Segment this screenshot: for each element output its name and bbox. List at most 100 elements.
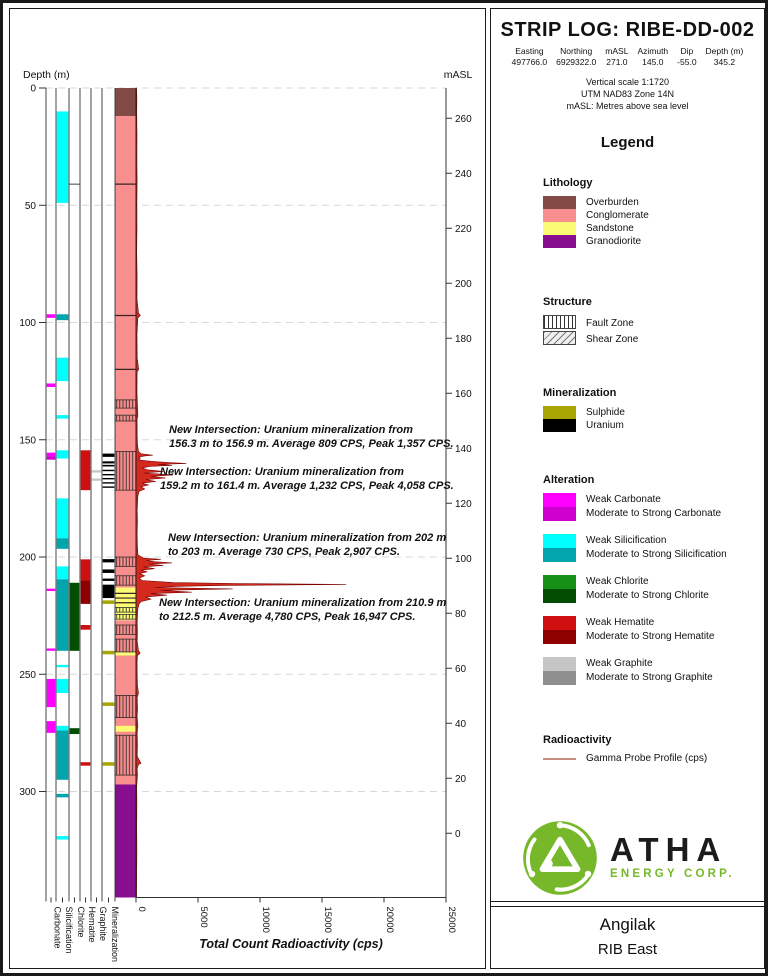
title-block: STRIP LOG: RIBE-DD-002 Easting 497766.0 No…	[491, 9, 764, 112]
mineralization-swatch	[543, 406, 576, 420]
legend-lithology-section: Lithology Overburden Conglomerate Sandston…	[543, 177, 754, 249]
field-value: 497766.0	[511, 57, 548, 68]
legend-item-sulphide: Sulphide	[543, 406, 754, 420]
collar-field: Easting 497766.0	[512, 46, 547, 69]
field-value: 145.0	[642, 57, 664, 68]
strong-label: Moderate to Strong Carbonate	[586, 508, 722, 520]
weak-label: Weak Hematite	[586, 617, 655, 629]
weak-label: Weak Carbonate	[586, 494, 661, 506]
field-value: -55.0	[677, 57, 697, 68]
collar-field: Azimuth 145.0	[637, 46, 668, 69]
lithology-swatch	[543, 209, 576, 223]
strong-label: Moderate to Strong Graphite	[586, 672, 713, 684]
page-title: STRIP LOG: RIBE-DD-002	[500, 19, 755, 41]
collar-field: Dip -55.0	[677, 46, 696, 69]
field-name: Northing	[560, 46, 593, 56]
legend-item-label: Gamma Probe Profile (cps)	[586, 753, 708, 765]
legend-item-labels: Weak Chlorite Moderate to Strong Chlorite	[586, 575, 709, 603]
legend-item-shear-zone: Shear Zone	[543, 331, 754, 347]
weak-tone	[543, 616, 576, 631]
field-name: Dip	[680, 46, 694, 56]
intersection-annotation: New Intersection: Uranium mineralization…	[160, 466, 454, 493]
legend-item-uranium: Uranium	[543, 419, 754, 433]
mineralization-swatch	[543, 419, 576, 433]
collar-field: mASL 271.0	[605, 46, 628, 69]
intersection-annotation: New Intersection: Uranium mineralization…	[159, 597, 447, 624]
collar-field: Depth (m) 345.2	[706, 46, 744, 69]
legend-lithology-heading: Lithology	[543, 177, 593, 190]
legend-item-label: Conglomerate	[586, 210, 649, 222]
field-value: 6929322.0	[556, 57, 597, 68]
legend-item-alteration: Weak Graphite Moderate to Strong Graphite	[543, 657, 754, 686]
title-footer: Angilak RIB East	[491, 901, 764, 968]
collar-fields: Easting 497766.0 Northing 6929322.0 mASL 271.…	[491, 46, 764, 69]
legend-radioactivity-heading: Radioactivity	[543, 734, 612, 747]
strong-tone	[543, 507, 576, 522]
company-logo: ATHA ENERGY CORP.	[491, 818, 764, 898]
radioactivity-axis-title: Total Count Radioactivity (cps)	[199, 937, 383, 951]
collar-field: Northing 6929322.0	[556, 46, 596, 69]
legend-item-labels: Weak Graphite Moderate to Strong Graphite	[586, 657, 713, 685]
lithology-swatch	[543, 222, 576, 236]
atha-logo-icon	[523, 821, 597, 896]
fault-zone-swatch	[543, 315, 576, 330]
strong-label: Moderate to Strong Hematite	[586, 631, 715, 643]
legend-alteration-section: Alteration Weak Carbonate Moderate to Str…	[543, 474, 754, 698]
legend-item-overburden: Overburden	[543, 196, 754, 210]
strong-tone	[543, 671, 576, 686]
gamma-line-swatch	[543, 757, 576, 760]
field-value: 271.0	[606, 57, 628, 68]
legend-radioactivity-section: Radioactivity Gamma Probe Profile (cps)	[543, 734, 754, 764]
field-value: 345.2	[713, 57, 736, 68]
legend-item-label: Sulphide	[586, 407, 625, 419]
legend-structure-section: Structure Fault Zone Shear Zone	[543, 296, 754, 347]
lithology-swatch	[543, 196, 576, 210]
intersection-annotation: New Intersection: Uranium mineralization…	[169, 424, 454, 451]
strong-tone	[543, 589, 576, 604]
map-notes: Vertical scale 1:1720 UTM NAD83 Zone 14N…	[491, 76, 764, 112]
note-masl: mASL: Metres above sea level	[566, 101, 689, 112]
legend-item-alteration: Weak Silicification Moderate to Strong Si…	[543, 534, 754, 563]
strong-tone	[543, 630, 576, 645]
area-name: RIB East	[597, 941, 658, 958]
lithology-swatch	[543, 235, 576, 249]
legend-mineralization-section: Mineralization Sulphide Uranium	[543, 387, 754, 433]
legend-item-label: Fault Zone	[586, 317, 634, 329]
legend-item-alteration: Weak Hematite Moderate to Strong Hematite	[543, 616, 754, 645]
legend-item-alteration: Weak Chlorite Moderate to Strong Chlorite	[543, 575, 754, 604]
strong-tone	[543, 548, 576, 563]
legend-title: Legend	[600, 134, 655, 152]
weak-tone	[543, 575, 576, 590]
legend-item-gamma: Gamma Probe Profile (cps)	[543, 753, 754, 764]
alteration-swatch	[543, 616, 576, 645]
legend-item-sandstone: Sandstone	[543, 222, 754, 236]
legend-structure-heading: Structure	[543, 296, 592, 309]
legend-mineralization-heading: Mineralization	[543, 387, 617, 400]
weak-label: Weak Graphite	[586, 658, 653, 670]
legend-item-granodiorite: Granodiorite	[543, 235, 754, 249]
weak-label: Weak Chlorite	[586, 576, 649, 588]
note-scale: Vertical scale 1:1720	[585, 76, 670, 87]
legend-alteration-heading: Alteration	[543, 474, 595, 487]
note-datum: UTM NAD83 Zone 14N	[580, 89, 675, 100]
legend-item-label: Uranium	[586, 420, 624, 432]
legend-item-label: Granodiorite	[586, 236, 642, 248]
alteration-swatch	[543, 575, 576, 604]
weak-tone	[543, 493, 576, 508]
legend-item-labels: Weak Silicification Moderate to Strong Si…	[586, 534, 727, 562]
weak-tone	[543, 534, 576, 549]
field-name: Easting	[515, 46, 544, 56]
legend-item-labels: Weak Hematite Moderate to Strong Hematite	[586, 616, 714, 644]
logo-subtext: ENERGY CORP.	[610, 868, 735, 881]
field-name: Depth (m)	[705, 46, 744, 56]
legend-item-fault-zone: Fault Zone	[543, 315, 754, 331]
footer-divider	[491, 901, 764, 907]
field-name: Azimuth	[637, 46, 669, 56]
weak-label: Weak Silicification	[586, 535, 667, 547]
field-name: mASL	[605, 46, 629, 56]
info-panel: STRIP LOG: RIBE-DD-002 Easting 497766.0 No…	[490, 8, 765, 969]
logo-text: ATHA	[610, 831, 728, 869]
shear-zone-swatch	[543, 331, 576, 346]
project-name: Angilak	[599, 915, 656, 934]
